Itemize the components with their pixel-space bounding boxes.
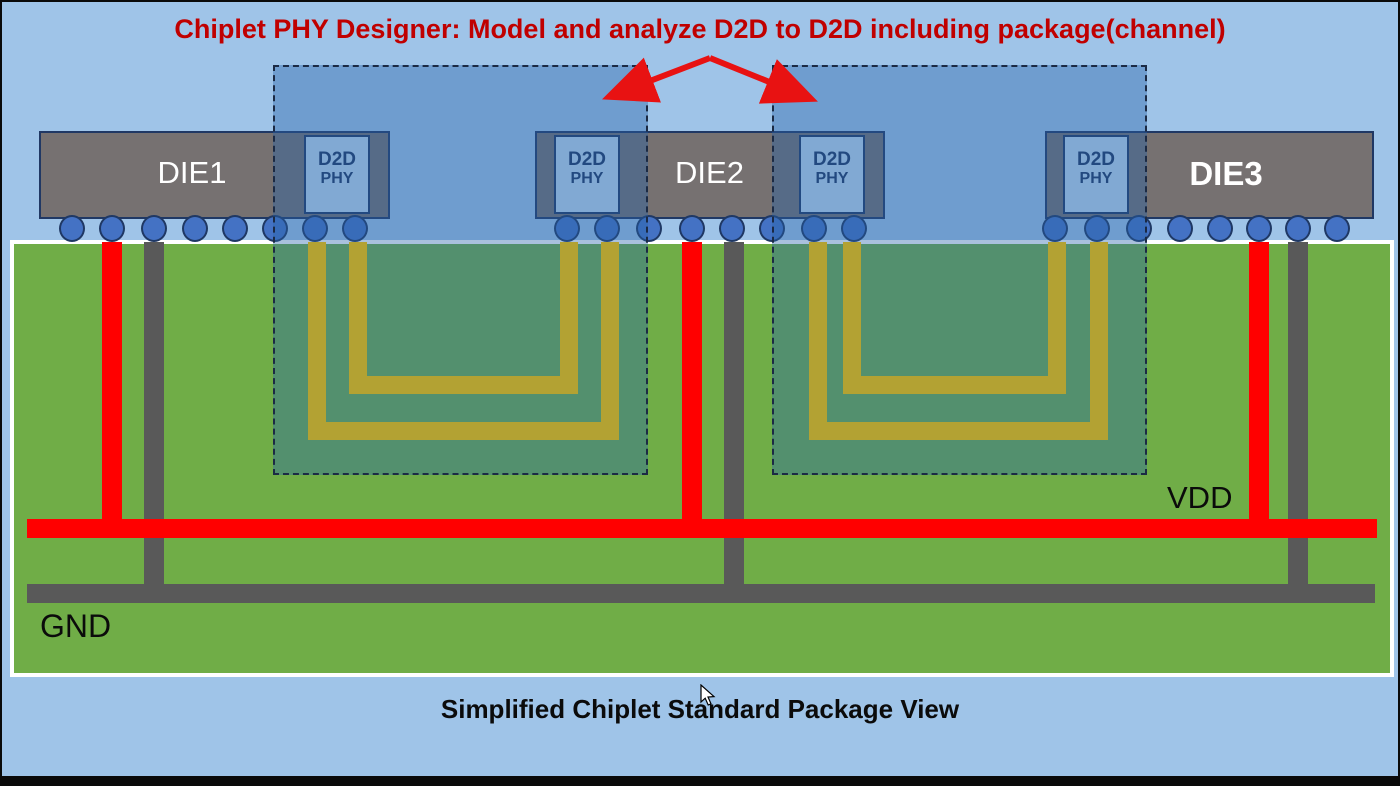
- signal-trace-right-inner: [843, 242, 1066, 394]
- vdd-via-die2: [682, 242, 702, 530]
- bump: [262, 215, 288, 242]
- bump: [1167, 215, 1193, 242]
- d2d-phy-block-die2-left: D2D PHY: [554, 135, 620, 214]
- analysis-region-right: [772, 65, 1147, 475]
- bump: [719, 215, 745, 242]
- signal-trace-left-outer: [308, 242, 619, 440]
- bump: [594, 215, 620, 242]
- bump: [302, 215, 328, 242]
- bump: [182, 215, 208, 242]
- package-substrate: [10, 240, 1394, 677]
- mouse-cursor-icon: [700, 684, 716, 706]
- bump: [141, 215, 167, 242]
- d2d-phy-text: PHY: [570, 170, 604, 187]
- bump: [342, 215, 368, 242]
- gnd-label: GND: [40, 608, 112, 644]
- bump: [1042, 215, 1068, 242]
- d2d-phy-text: PHY: [320, 170, 354, 187]
- analysis-region-left: [273, 65, 648, 475]
- slide-caption: Simplified Chiplet Standard Package View: [440, 694, 960, 724]
- bump: [1126, 215, 1152, 242]
- gnd-rail: [27, 584, 1375, 603]
- bump: [1207, 215, 1233, 242]
- bump: [801, 215, 827, 242]
- vdd-via-die3: [1249, 242, 1269, 530]
- bump: [1084, 215, 1110, 242]
- signal-trace-right-outer: [809, 242, 1108, 440]
- d2d-phy-text: D2D: [567, 149, 606, 170]
- bump: [679, 215, 705, 242]
- d2d-phy-text: D2D: [1076, 149, 1115, 170]
- bump: [1324, 215, 1350, 242]
- die3-label: DIE3: [1189, 155, 1263, 192]
- screen-bottom-bar: [2, 776, 1398, 784]
- bump: [1285, 215, 1311, 242]
- d2d-phy-block-die1: D2D PHY: [304, 135, 370, 214]
- vdd-rail: [27, 519, 1377, 538]
- slide-title: Chiplet PHY Designer: Model and analyze …: [174, 14, 1226, 44]
- gnd-via-die2: [724, 242, 744, 594]
- gnd-via-die3: [1288, 242, 1308, 594]
- gnd-via-die1: [144, 242, 164, 594]
- bump: [99, 215, 125, 242]
- bump: [636, 215, 662, 242]
- bump: [59, 215, 85, 242]
- d2d-phy-text: PHY: [815, 170, 849, 187]
- die2-label: DIE2: [675, 155, 744, 190]
- bump: [1246, 215, 1272, 242]
- die1-label: DIE1: [157, 155, 227, 190]
- vdd-label: VDD: [1167, 480, 1233, 515]
- d2d-phy-block-die3: D2D PHY: [1063, 135, 1129, 214]
- d2d-phy-block-die2-right: D2D PHY: [799, 135, 865, 214]
- d2d-phy-text: D2D: [812, 149, 851, 170]
- bump: [841, 215, 867, 242]
- bump: [222, 215, 248, 242]
- vdd-via-die1: [102, 242, 122, 530]
- signal-trace-left-inner: [349, 242, 578, 394]
- d2d-phy-text: D2D: [317, 149, 356, 170]
- bump: [554, 215, 580, 242]
- d2d-phy-text: PHY: [1079, 170, 1113, 187]
